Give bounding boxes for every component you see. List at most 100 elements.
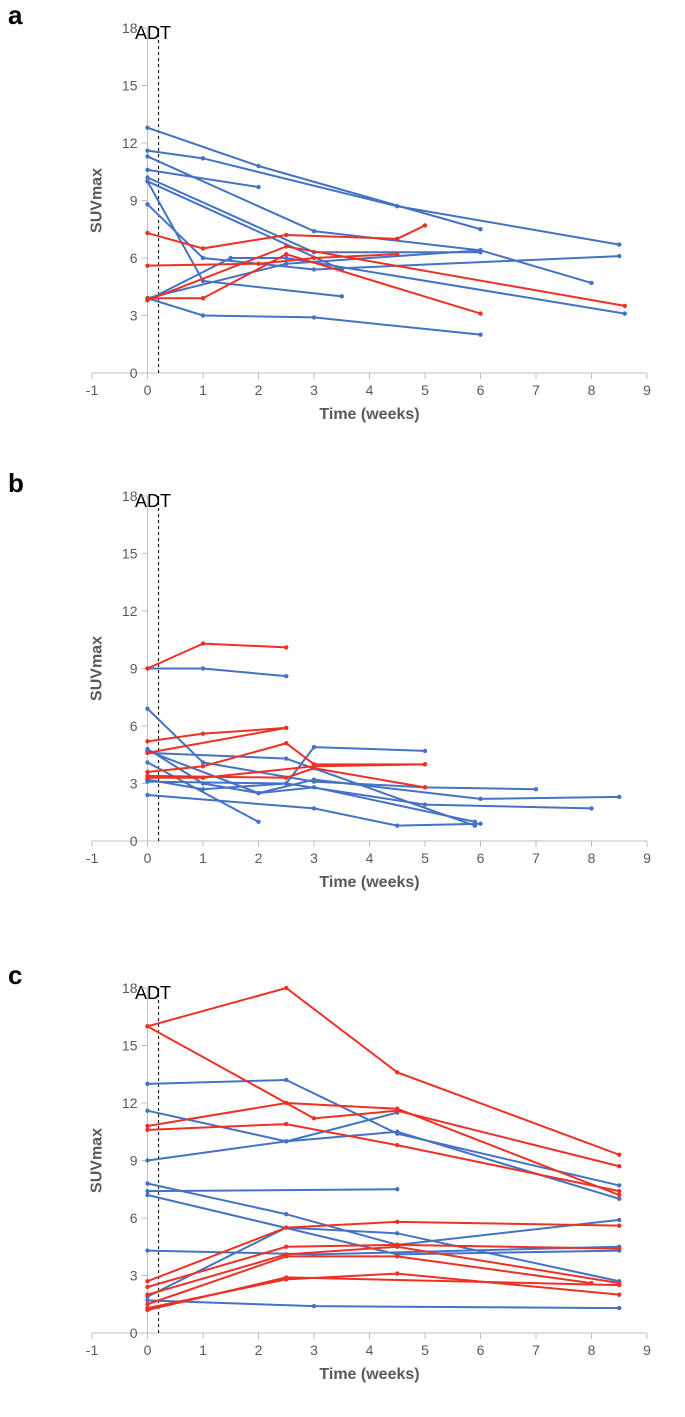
data-marker: [623, 304, 627, 308]
data-marker: [284, 262, 288, 266]
x-tick-label: 4: [366, 850, 374, 866]
x-tick-label: 2: [255, 1342, 263, 1358]
data-marker: [256, 791, 260, 795]
series-line: [148, 1300, 620, 1308]
plot-b: -101234567890369121518Time (weeks)SUVmax: [22, 486, 667, 901]
x-tick-label: 7: [532, 850, 540, 866]
data-marker: [617, 1153, 621, 1157]
data-marker: [145, 770, 149, 774]
data-marker: [312, 806, 316, 810]
data-marker: [284, 1245, 288, 1249]
data-marker: [423, 762, 427, 766]
data-marker: [284, 1225, 288, 1229]
data-marker: [256, 820, 260, 824]
x-tick-label: 6: [477, 850, 485, 866]
y-tick-label: 18: [122, 20, 138, 36]
series-line: [148, 751, 620, 799]
data-marker: [145, 263, 149, 267]
data-marker: [145, 1285, 149, 1289]
data-marker: [284, 776, 288, 780]
data-marker: [395, 1231, 399, 1235]
data-marker: [145, 125, 149, 129]
data-marker: [201, 731, 205, 735]
x-tick-label: -1: [86, 850, 99, 866]
y-tick-label: 18: [122, 980, 138, 996]
y-tick-label: 12: [122, 135, 138, 151]
data-marker: [617, 242, 621, 246]
data-marker: [478, 227, 482, 231]
data-marker: [423, 223, 427, 227]
data-marker: [145, 1308, 149, 1312]
data-marker: [145, 168, 149, 172]
plot-a: -101234567890369121518Time (weeks)SUVmax: [22, 18, 667, 433]
data-marker: [145, 793, 149, 797]
data-marker: [617, 254, 621, 258]
data-marker: [589, 281, 593, 285]
y-tick-label: 15: [122, 1038, 138, 1054]
x-tick-label: 5: [421, 850, 429, 866]
data-marker: [256, 262, 260, 266]
data-marker: [478, 248, 482, 252]
data-marker: [284, 986, 288, 990]
data-marker: [395, 1143, 399, 1147]
data-marker: [284, 726, 288, 730]
data-marker: [145, 231, 149, 235]
data-marker: [617, 1292, 621, 1296]
data-marker: [145, 751, 149, 755]
data-marker: [395, 1254, 399, 1258]
data-marker: [478, 332, 482, 336]
data-marker: [284, 674, 288, 678]
data-marker: [284, 1275, 288, 1279]
y-tick-label: 9: [130, 193, 138, 209]
data-marker: [312, 229, 316, 233]
y-tick-label: 12: [122, 603, 138, 619]
data-marker: [229, 256, 233, 260]
data-marker: [617, 1164, 621, 1168]
panel-label-a: a: [8, 0, 22, 31]
data-marker: [145, 1082, 149, 1086]
data-marker: [284, 256, 288, 260]
data-marker: [201, 313, 205, 317]
data-marker: [423, 802, 427, 806]
data-marker: [617, 1189, 621, 1193]
data-marker: [145, 666, 149, 670]
data-marker: [256, 164, 260, 168]
data-marker: [617, 1223, 621, 1227]
y-tick-label: 0: [130, 833, 138, 849]
data-marker: [395, 252, 399, 256]
data-marker: [145, 1189, 149, 1193]
series-line: [148, 988, 620, 1155]
y-tick-label: 0: [130, 365, 138, 381]
data-marker: [145, 1302, 149, 1306]
x-tick-label: -1: [86, 382, 99, 398]
series-line: [148, 1124, 620, 1191]
data-marker: [201, 296, 205, 300]
data-marker: [145, 1248, 149, 1252]
data-marker: [340, 294, 344, 298]
x-tick-label: 6: [477, 1342, 485, 1358]
x-tick-label: 0: [144, 382, 152, 398]
data-marker: [617, 1246, 621, 1250]
x-tick-label: 9: [643, 382, 651, 398]
data-marker: [145, 1024, 149, 1028]
data-marker: [312, 1116, 316, 1120]
data-marker: [312, 1304, 316, 1308]
data-marker: [145, 154, 149, 158]
x-tick-label: 8: [588, 850, 596, 866]
series-line: [148, 1277, 620, 1310]
data-marker: [145, 202, 149, 206]
x-tick-label: 5: [421, 1342, 429, 1358]
y-tick-label: 6: [130, 1210, 138, 1226]
data-marker: [395, 237, 399, 241]
data-marker: [284, 645, 288, 649]
plot-c: -101234567890369121518Time (weeks)SUVmax: [22, 978, 667, 1393]
data-marker: [145, 739, 149, 743]
data-marker: [617, 795, 621, 799]
series-line: [148, 151, 620, 245]
data-marker: [145, 1298, 149, 1302]
data-marker: [201, 641, 205, 645]
x-tick-label: 4: [366, 1342, 374, 1358]
y-axis-title: SUVmax: [89, 636, 106, 701]
data-marker: [201, 760, 205, 764]
x-tick-label: 3: [310, 850, 318, 866]
